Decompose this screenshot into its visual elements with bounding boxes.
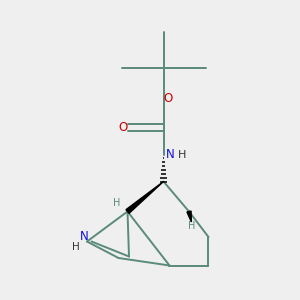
Text: H: H bbox=[113, 198, 121, 208]
Text: H: H bbox=[188, 221, 196, 231]
Text: O: O bbox=[164, 92, 173, 106]
Text: N: N bbox=[166, 148, 175, 161]
Polygon shape bbox=[126, 182, 164, 213]
Text: H: H bbox=[178, 149, 186, 160]
Text: O: O bbox=[118, 121, 127, 134]
Text: N: N bbox=[80, 230, 88, 243]
Polygon shape bbox=[187, 211, 191, 222]
Text: H: H bbox=[72, 242, 80, 252]
